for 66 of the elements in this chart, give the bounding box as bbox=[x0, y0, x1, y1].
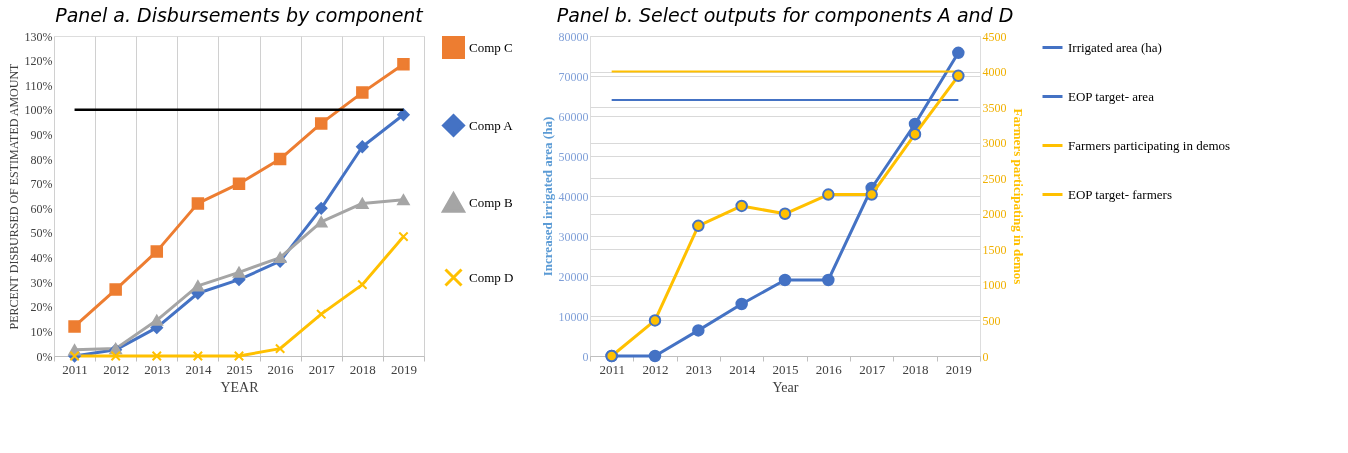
y2-tick-label: 4000 bbox=[982, 65, 1007, 80]
legend-label: Comp D bbox=[469, 269, 514, 285]
legend-label: Irrigated area (ha) bbox=[1068, 39, 1162, 55]
y2-axis-title: Farmers participating in demos bbox=[1010, 108, 1026, 285]
legend-label: Comp C bbox=[469, 39, 513, 55]
x-tick-label: 2017 bbox=[308, 361, 336, 377]
y-tick-label: 20000 bbox=[558, 269, 589, 284]
y-tick-label: 70000 bbox=[558, 69, 589, 84]
legend-label: Comp B bbox=[469, 194, 514, 210]
y-axis-title: Increased irrigated area (ha) bbox=[539, 116, 555, 277]
x-axis-title: YEAR bbox=[220, 379, 260, 395]
y-tick-label: 120% bbox=[24, 54, 53, 69]
chart-title: Panel a. Disbursements by component bbox=[55, 4, 425, 26]
x-tick-label: 2012 bbox=[103, 361, 130, 377]
y-axis-title: PERCENT DISBURSED OF ESTIMATED AMOUNT bbox=[6, 62, 21, 330]
y2-tick-label: 2500 bbox=[982, 171, 1007, 186]
x-tick-label: 2015 bbox=[226, 361, 253, 377]
x-tick-label: 2018 bbox=[902, 361, 929, 377]
y2-tick-label: 3000 bbox=[982, 136, 1007, 151]
y-tick-label: 80000 bbox=[558, 29, 589, 44]
x-tick-label: 2014 bbox=[185, 361, 212, 377]
chart-title: Panel b. Select outputs for components A and D bbox=[556, 4, 1014, 26]
x-tick-label: 2014 bbox=[729, 361, 756, 377]
y-tick-label: 80% bbox=[30, 152, 53, 167]
legend-label: Comp A bbox=[469, 117, 514, 133]
x-tick-label: 2013 bbox=[144, 361, 171, 377]
y-tick-label: 60% bbox=[30, 201, 53, 216]
y-tick-label: 0% bbox=[36, 349, 53, 364]
y-tick-label: 70% bbox=[30, 177, 53, 192]
y-tick-label: 90% bbox=[30, 127, 53, 142]
x-tick-label: 2012 bbox=[642, 361, 669, 377]
x-tick-label: 2018 bbox=[349, 361, 376, 377]
y-tick-label: 20% bbox=[30, 300, 53, 315]
y2-tick-label: 500 bbox=[982, 313, 1001, 328]
y2-tick-label: 4500 bbox=[982, 29, 1007, 44]
y-tick-label: 10% bbox=[30, 324, 53, 339]
x-tick-label: 2015 bbox=[772, 361, 799, 377]
x-tick-label: 2013 bbox=[685, 361, 712, 377]
x-tick-label: 2017 bbox=[859, 361, 886, 377]
y-tick-label: 10000 bbox=[558, 309, 589, 324]
y-tick-label: 60000 bbox=[558, 109, 589, 124]
x-tick-label: 2019 bbox=[945, 361, 972, 377]
y-tick-label: 50000 bbox=[558, 149, 589, 164]
y-tick-label: 30% bbox=[30, 275, 53, 290]
y2-tick-label: 1000 bbox=[982, 278, 1007, 293]
y-tick-label: 50% bbox=[30, 226, 53, 241]
legend-label: Farmers participating in demos bbox=[1068, 137, 1231, 153]
legend-label: EOP target- farmers bbox=[1068, 186, 1172, 202]
x-tick-label: 2019 bbox=[390, 361, 417, 377]
y2-tick-label: 2000 bbox=[982, 207, 1007, 222]
legend-label: EOP target- area bbox=[1068, 88, 1155, 104]
y-tick-label: 100% bbox=[24, 103, 53, 118]
y2-tick-label: 1500 bbox=[982, 242, 1007, 257]
x-axis-title: Year bbox=[772, 379, 799, 395]
y-tick-label: 0 bbox=[582, 349, 589, 364]
y2-tick-label: 0 bbox=[982, 349, 989, 364]
y-tick-label: 40% bbox=[30, 251, 53, 266]
x-tick-label: 2011 bbox=[599, 361, 625, 377]
x-tick-label: 2016 bbox=[267, 361, 295, 377]
y-tick-label: 130% bbox=[24, 29, 53, 44]
x-tick-label: 2016 bbox=[815, 361, 843, 377]
y2-tick-label: 3500 bbox=[982, 100, 1007, 115]
y-tick-label: 110% bbox=[24, 78, 53, 93]
y-tick-label: 30000 bbox=[558, 229, 589, 244]
x-tick-label: 2011 bbox=[62, 361, 88, 377]
y-tick-label: 40000 bbox=[558, 189, 589, 204]
